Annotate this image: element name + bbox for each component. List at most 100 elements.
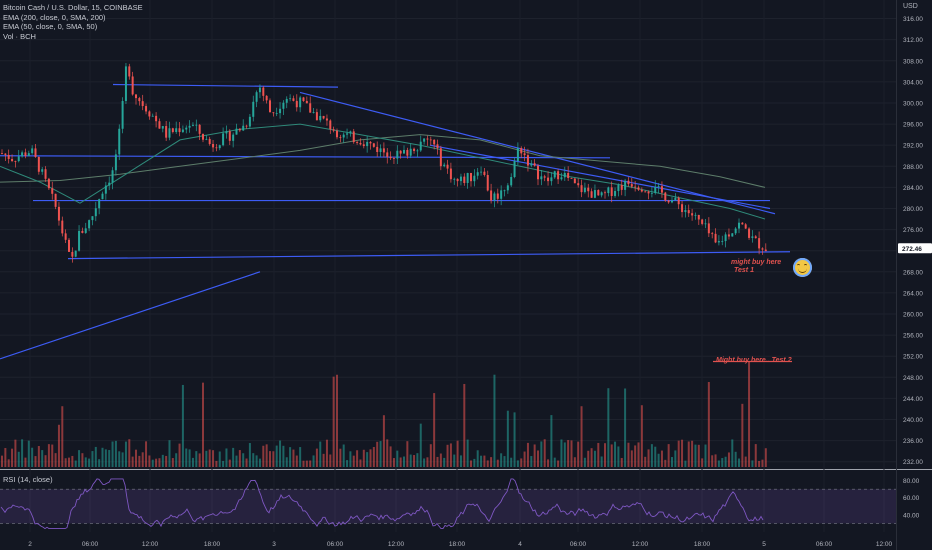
volume-bar	[443, 457, 446, 467]
candle-body	[560, 177, 563, 180]
volume-bar	[573, 457, 576, 467]
volume-bar	[322, 453, 325, 467]
currency-label: USD	[903, 3, 918, 10]
volume-bar	[409, 454, 412, 467]
time-tick-label: 12:00	[142, 541, 159, 548]
candle-body	[145, 106, 148, 112]
candle-body	[188, 125, 191, 128]
candle-body	[550, 177, 553, 182]
candle-body	[607, 187, 610, 194]
candle-body	[372, 143, 375, 147]
time-tick-label: 12:00	[388, 541, 405, 548]
volume-bar	[349, 451, 352, 467]
volume-bar	[547, 459, 550, 467]
candle-body	[161, 126, 164, 129]
price-tick-label: 260.00	[903, 312, 923, 319]
candle-body	[637, 187, 640, 190]
candle-body	[158, 121, 161, 129]
volume-bar	[212, 450, 215, 467]
volume-bar	[654, 446, 657, 467]
annotation-buy-2: Might buy here.. Test 2	[716, 357, 792, 364]
volume-bar	[604, 443, 606, 467]
candle-body	[664, 192, 667, 201]
candle-body	[101, 193, 104, 200]
candle-body	[305, 100, 308, 104]
volume-bar	[470, 460, 472, 467]
volume-bar	[627, 442, 630, 467]
volume-bar	[57, 424, 60, 467]
volume-bar	[707, 382, 710, 467]
volume-bar	[677, 440, 680, 467]
candle-body	[242, 125, 245, 131]
candle-body	[51, 188, 54, 194]
price-tick-label: 288.00	[903, 164, 923, 171]
ema50-label: EMA (50, close, 0, SMA, 50)	[3, 22, 98, 32]
candle-body	[262, 87, 265, 96]
candle-body	[4, 153, 7, 155]
candle-body	[64, 233, 67, 240]
volume-bar	[587, 450, 590, 467]
candle-body	[346, 133, 349, 135]
volume-bar	[446, 444, 449, 467]
candle-body	[620, 185, 623, 190]
candle-body	[761, 248, 764, 250]
volume-bar	[31, 447, 34, 467]
candle-body	[567, 172, 570, 179]
volume-bar	[734, 451, 737, 467]
candle-body	[640, 189, 643, 192]
volume-bar	[101, 447, 104, 467]
candle-body	[500, 190, 503, 199]
trend-line	[429, 144, 771, 210]
volume-bar	[342, 444, 345, 467]
volume-bar	[265, 444, 268, 467]
time-tick-label: 12:00	[632, 541, 649, 548]
candle-body	[537, 165, 539, 180]
volume-bar	[433, 393, 436, 467]
candle-body	[443, 164, 446, 167]
candle-body	[302, 97, 305, 101]
volume-bar	[7, 459, 10, 467]
volume-bar	[64, 458, 67, 467]
candle-body	[175, 128, 178, 133]
volume-bar	[684, 460, 687, 467]
volume-bar	[88, 458, 91, 467]
candle-body	[205, 138, 208, 140]
candle-body	[436, 144, 439, 149]
volume-bar	[315, 448, 318, 467]
candle-body	[583, 187, 586, 193]
volume-bar	[466, 439, 469, 467]
volume-bar	[289, 447, 292, 467]
candle-body	[667, 200, 670, 203]
volume-bar	[208, 449, 211, 467]
volume-bar	[141, 452, 144, 467]
volume-bar	[456, 440, 459, 467]
volume-bar	[128, 439, 131, 467]
volume-bar	[671, 457, 673, 467]
candle-body	[413, 148, 416, 151]
volume-bar	[91, 451, 94, 467]
candle-body	[473, 175, 476, 182]
candle-body	[37, 156, 40, 172]
candle-body	[520, 148, 523, 154]
smiley-icon	[793, 258, 812, 277]
price-tick-label: 284.00	[903, 185, 923, 192]
volume-bars	[1, 361, 767, 467]
candle-body	[419, 141, 422, 151]
volume-bar	[399, 457, 402, 467]
volume-bar	[34, 456, 37, 467]
candle-body	[406, 149, 409, 156]
volume-bar	[369, 449, 372, 467]
candle-body	[426, 138, 429, 140]
candle-body	[657, 186, 660, 187]
candle-body	[78, 230, 81, 251]
time-tick-label: 18:00	[204, 541, 221, 548]
volume-bar	[292, 449, 295, 467]
volume-bar	[490, 457, 493, 467]
volume-bar	[161, 454, 164, 467]
candle-body	[547, 177, 550, 182]
volume-bar	[681, 439, 684, 467]
volume-bar	[429, 444, 432, 467]
candle-body	[634, 186, 637, 188]
candle-body	[299, 97, 302, 108]
